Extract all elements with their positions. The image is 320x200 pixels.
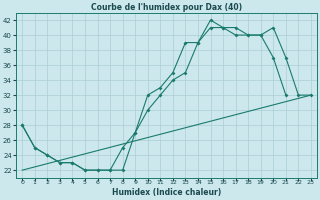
Title: Courbe de l'humidex pour Dax (40): Courbe de l'humidex pour Dax (40)	[91, 3, 242, 12]
X-axis label: Humidex (Indice chaleur): Humidex (Indice chaleur)	[112, 188, 221, 197]
